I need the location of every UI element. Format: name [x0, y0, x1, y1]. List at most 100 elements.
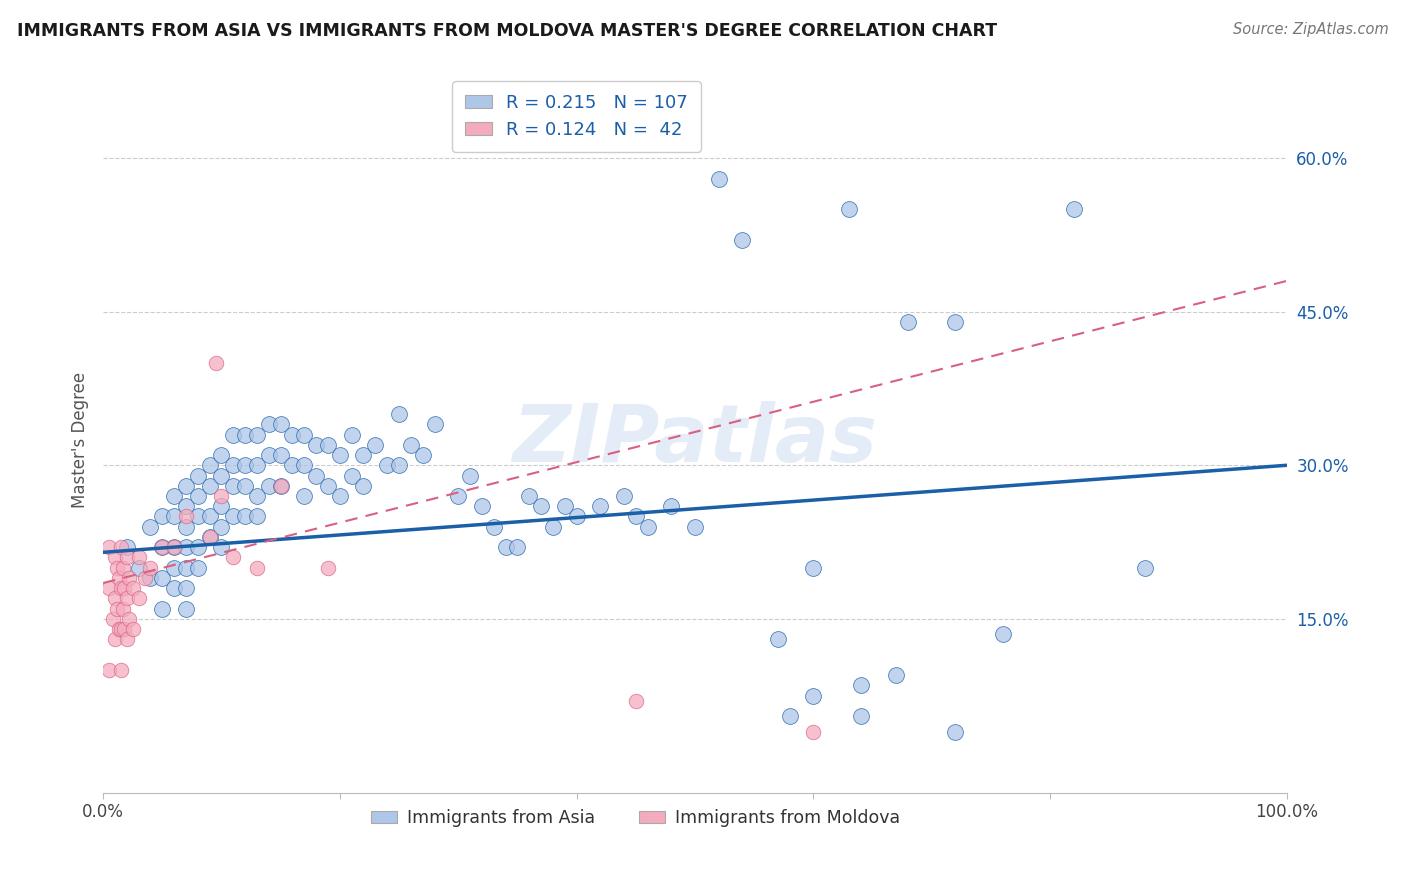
Point [128, 560, 150, 574]
Point [150, 540, 173, 554]
Point [118, 571, 141, 585]
Point [316, 438, 339, 452]
Point [222, 427, 245, 442]
Point [1133, 560, 1156, 574]
Point [222, 479, 245, 493]
Point [187, 509, 209, 524]
Point [506, 540, 529, 554]
Point [115, 540, 138, 554]
Point [329, 489, 352, 503]
Point [270, 479, 292, 493]
Point [329, 448, 352, 462]
Point [281, 427, 304, 442]
Point [150, 601, 173, 615]
Legend: Immigrants from Asia, Immigrants from Moldova: Immigrants from Asia, Immigrants from Mo… [364, 802, 907, 834]
Text: ZIPatlas: ZIPatlas [512, 401, 877, 479]
Text: IMMIGRANTS FROM ASIA VS IMMIGRANTS FROM MOLDOVA MASTER'S DEGREE CORRELATION CHAR: IMMIGRANTS FROM ASIA VS IMMIGRANTS FROM … [17, 22, 997, 40]
Point [98, 540, 121, 554]
Point [482, 520, 505, 534]
Point [114, 622, 136, 636]
Point [292, 458, 315, 473]
Point [105, 601, 128, 615]
Point [110, 622, 132, 636]
Point [364, 438, 387, 452]
Point [292, 427, 315, 442]
Point [112, 560, 135, 574]
Point [163, 540, 186, 554]
Point [659, 500, 682, 514]
Point [98, 663, 121, 677]
Point [198, 530, 221, 544]
Point [624, 694, 647, 708]
Point [211, 468, 233, 483]
Point [257, 479, 280, 493]
Point [128, 591, 150, 606]
Point [589, 500, 612, 514]
Point [458, 468, 481, 483]
Point [187, 540, 209, 554]
Point [163, 581, 186, 595]
Point [211, 540, 233, 554]
Point [838, 202, 860, 217]
Point [115, 632, 138, 647]
Point [246, 560, 269, 574]
Point [388, 458, 411, 473]
Point [943, 724, 966, 739]
Point [198, 458, 221, 473]
Point [110, 663, 132, 677]
Point [163, 560, 186, 574]
Point [495, 540, 517, 554]
Point [114, 581, 136, 595]
Point [270, 479, 292, 493]
Point [766, 632, 789, 647]
Point [174, 560, 197, 574]
Point [101, 612, 124, 626]
Point [115, 591, 138, 606]
Point [233, 427, 256, 442]
Point [292, 489, 315, 503]
Point [139, 571, 162, 585]
Point [104, 632, 127, 647]
Point [257, 448, 280, 462]
Point [541, 520, 564, 534]
Point [340, 468, 363, 483]
Point [246, 489, 269, 503]
Point [991, 627, 1014, 641]
Point [353, 479, 375, 493]
Point [801, 560, 824, 574]
Point [211, 448, 233, 462]
Point [270, 417, 292, 432]
Point [150, 509, 173, 524]
Point [174, 500, 197, 514]
Point [98, 581, 121, 595]
Point [471, 500, 494, 514]
Point [801, 689, 824, 703]
Point [613, 489, 636, 503]
Point [198, 530, 221, 544]
Text: Source: ZipAtlas.com: Source: ZipAtlas.com [1233, 22, 1389, 37]
Point [565, 509, 588, 524]
Point [423, 417, 446, 432]
Point [198, 509, 221, 524]
Point [554, 500, 576, 514]
Point [163, 509, 186, 524]
Point [316, 479, 339, 493]
Point [121, 622, 143, 636]
Point [222, 550, 245, 565]
Point [849, 678, 872, 692]
Point [115, 550, 138, 565]
Point [316, 560, 339, 574]
Point [211, 489, 233, 503]
Point [139, 520, 162, 534]
Point [897, 315, 920, 329]
Point [174, 509, 197, 524]
Point [281, 458, 304, 473]
Point [246, 458, 269, 473]
Point [163, 489, 186, 503]
Point [150, 540, 173, 554]
Point [204, 356, 226, 370]
Point [412, 448, 434, 462]
Point [270, 448, 292, 462]
Point [637, 520, 659, 534]
Point [121, 581, 143, 595]
